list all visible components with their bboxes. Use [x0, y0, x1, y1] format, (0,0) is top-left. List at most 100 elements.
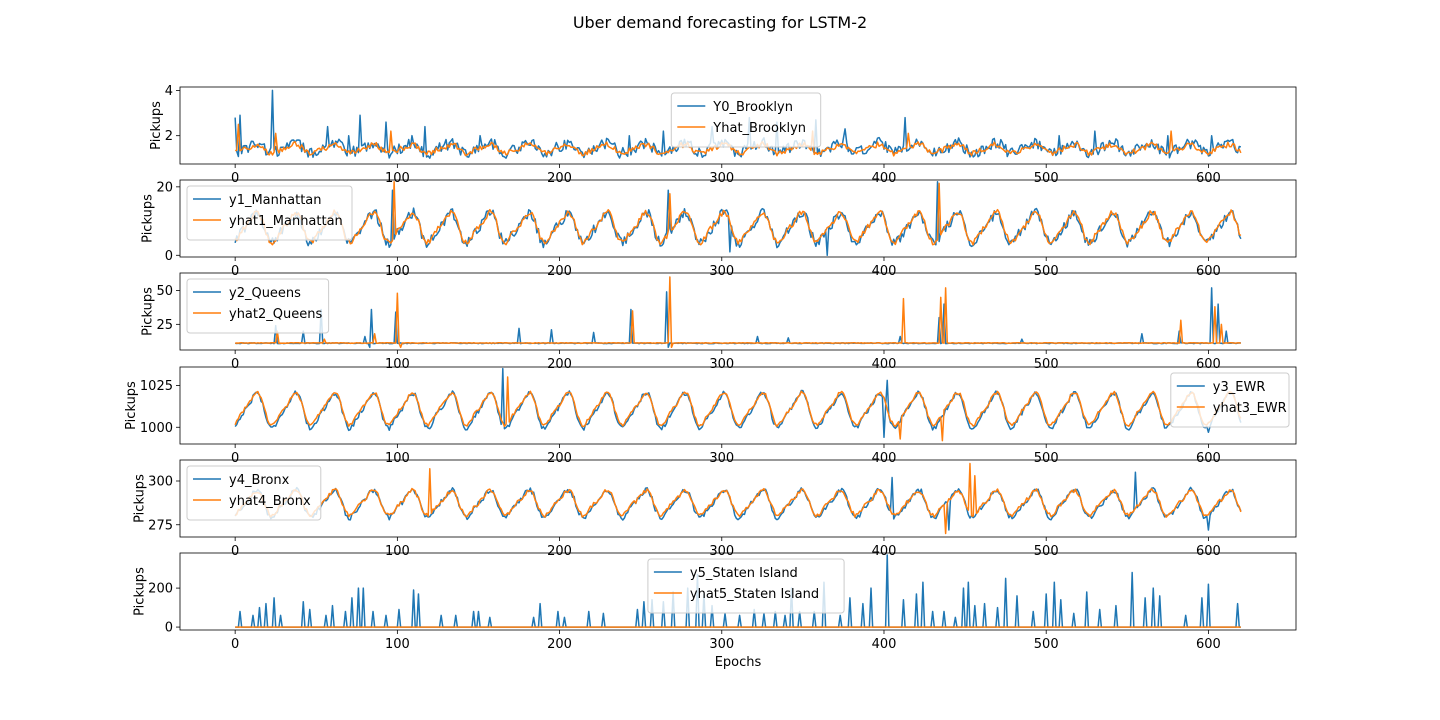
legend: y2_Queens yhat2_Queens [186, 278, 330, 334]
legend-box [647, 558, 845, 614]
x-tick-label: 300 [709, 171, 734, 186]
x-tick-label: 0 [231, 637, 239, 652]
axes-frame [179, 272, 1297, 351]
x-tick-label: 0 [231, 451, 239, 466]
legend-box [670, 92, 822, 148]
y-tick-label: 200 [148, 582, 173, 597]
legend: y3_EWR yhat3_EWR [1170, 372, 1290, 428]
y-tick-label: 25 [156, 318, 173, 333]
x-tick-label: 600 [1196, 544, 1221, 559]
figure-title: Uber demand forecasting for LSTM-2 [573, 13, 867, 32]
x-tick-label: 600 [1196, 357, 1221, 372]
y-tick-label: 0 [165, 621, 173, 636]
legend-label: yhat5_Staten Island [690, 587, 819, 602]
y-axis-label: Pickups [141, 194, 156, 243]
x-tick-label: 100 [385, 171, 410, 186]
legend-label: yhat3_EWR [1213, 401, 1287, 416]
legend: y5_Staten Island yhat5_Staten Island [647, 558, 845, 614]
legend-label: y5_Staten Island [690, 566, 798, 581]
series-line-predicted [235, 276, 1241, 349]
axes-frame [179, 179, 1297, 258]
x-tick-label: 400 [872, 357, 897, 372]
x-tick-label: 300 [709, 451, 734, 466]
axes-frame [179, 86, 1297, 165]
x-tick-label: 300 [709, 637, 734, 652]
y-tick-label: 300 [148, 475, 173, 490]
subplot-5: 0 100 200 300 400 500 6000200PickupsEpochsy5_S… [132, 552, 1297, 670]
x-tick-label: 0 [231, 171, 239, 186]
x-tick-label: 500 [1034, 357, 1059, 372]
x-tick-label: 500 [1034, 451, 1059, 466]
x-tick-label: 0 [231, 357, 239, 372]
legend-label: y3_EWR [1213, 380, 1266, 395]
x-tick-label: 600 [1196, 637, 1221, 652]
legend-label: yhat4_Bronx [229, 494, 311, 509]
y-axis-label: Pickups [132, 567, 147, 616]
x-tick-label: 500 [1034, 171, 1059, 186]
x-tick-label: 400 [872, 544, 897, 559]
series-line-predicted [234, 180, 1242, 246]
series-line-predicted [234, 376, 1242, 442]
x-tick-label: 300 [709, 357, 734, 372]
x-tick-label: 0 [231, 264, 239, 279]
x-tick-label: 400 [872, 451, 897, 466]
legend-label: yhat2_Queens [229, 307, 322, 322]
x-tick-label: 600 [1196, 451, 1221, 466]
x-tick-label: 300 [709, 544, 734, 559]
legend: y4_Bronx yhat4_Bronx [186, 465, 322, 521]
y-tick-label: 1025 [140, 379, 173, 394]
axes-frame [179, 459, 1297, 538]
y-axis-label: Pickups [149, 101, 164, 150]
y-axis-label: Pickups [124, 381, 139, 430]
x-tick-label: 400 [872, 264, 897, 279]
legend-box [186, 185, 353, 241]
series-line-predicted [234, 123, 1242, 157]
y-axis-label: Pickups [141, 287, 156, 336]
x-tick-label: 0 [231, 544, 239, 559]
x-tick-label: 100 [385, 451, 410, 466]
x-tick-label: 500 [1034, 544, 1059, 559]
axes-frame [179, 552, 1297, 631]
x-tick-label: 600 [1196, 171, 1221, 186]
x-tick-label: 600 [1196, 264, 1221, 279]
y-tick-label: 0 [165, 249, 173, 264]
x-tick-label: 200 [547, 637, 572, 652]
x-tick-label: 400 [872, 171, 897, 186]
y-tick-label: 4 [165, 84, 173, 99]
y-tick-label: 2 [165, 129, 173, 144]
y-axis-label: Pickups [132, 474, 147, 523]
x-tick-label: 100 [385, 357, 410, 372]
x-tick-label: 200 [547, 357, 572, 372]
x-tick-label: 200 [547, 264, 572, 279]
legend-label: Yhat_Brooklyn [712, 121, 806, 136]
x-tick-label: 500 [1034, 264, 1059, 279]
x-tick-label: 100 [385, 637, 410, 652]
legend-label: y1_Manhattan [229, 193, 322, 208]
x-tick-label: 100 [385, 544, 410, 559]
y-tick-label: 50 [156, 284, 173, 299]
series-line-predicted [234, 462, 1242, 535]
legend-label: y2_Queens [229, 286, 301, 301]
legend: Y0_Brooklyn Yhat_Brooklyn [670, 92, 822, 148]
axes-frame [179, 366, 1297, 445]
x-tick-label: 200 [547, 451, 572, 466]
x-tick-label: 200 [547, 544, 572, 559]
x-tick-label: 500 [1034, 637, 1059, 652]
x-tick-label: 300 [709, 264, 734, 279]
legend-label: Y0_Brooklyn [712, 100, 793, 115]
y-tick-label: 1000 [140, 421, 173, 436]
x-tick-label: 100 [385, 264, 410, 279]
x-axis-label: Epochs [715, 655, 762, 670]
legend-box [186, 278, 330, 334]
legend-label: y4_Bronx [229, 473, 290, 488]
legend-label: yhat1_Manhattan [229, 214, 343, 229]
y-tick-label: 275 [148, 518, 173, 533]
x-tick-label: 200 [547, 171, 572, 186]
